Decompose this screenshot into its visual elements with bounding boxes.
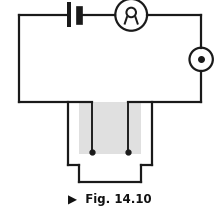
Text: ▶  Fig. 14.10: ▶ Fig. 14.10 xyxy=(68,193,152,206)
Polygon shape xyxy=(79,102,141,154)
